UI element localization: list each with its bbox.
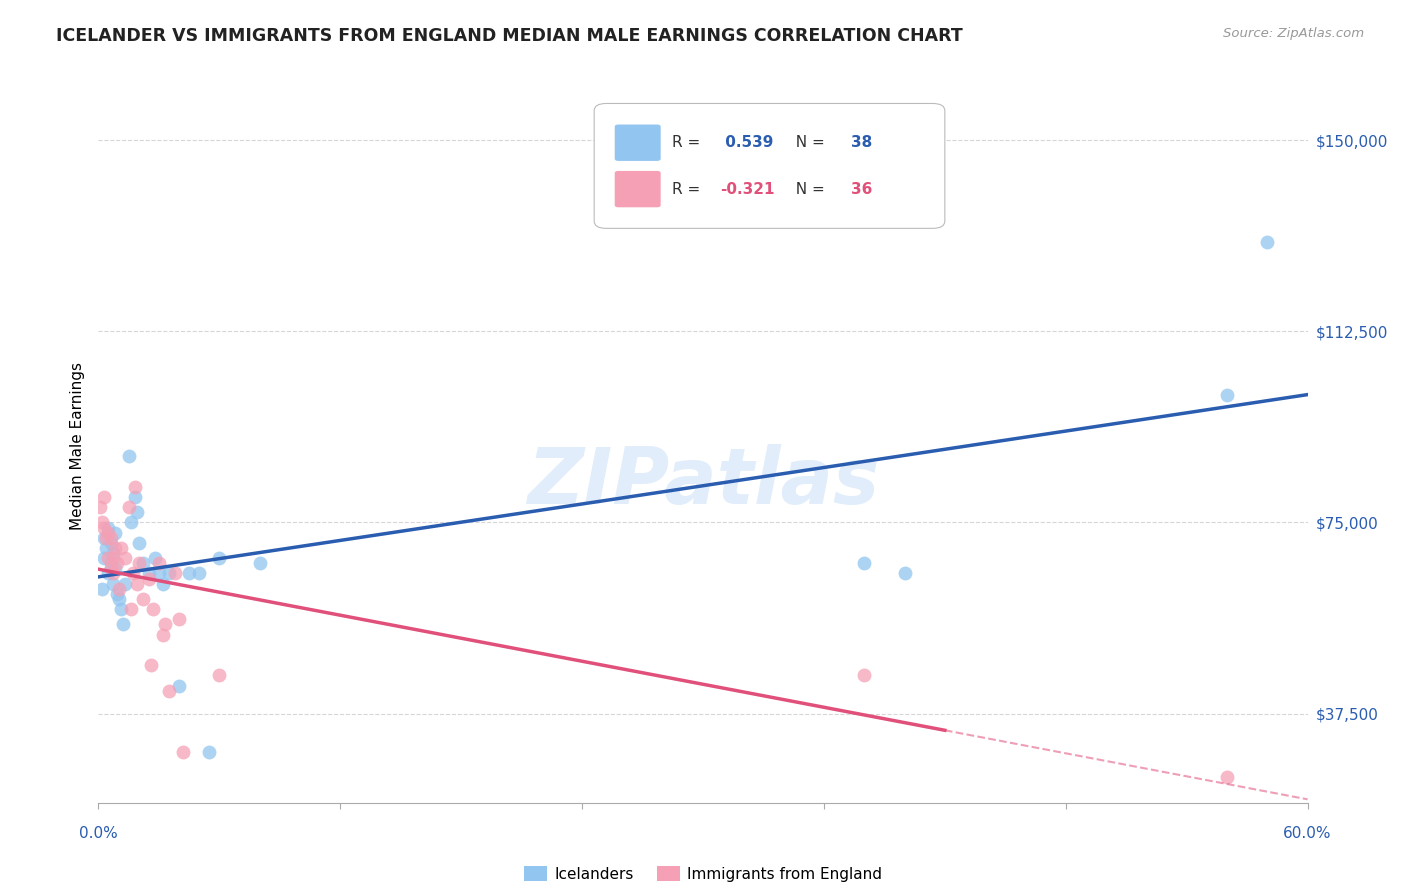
Text: 38: 38 xyxy=(851,136,872,150)
Point xyxy=(148,566,170,581)
Point xyxy=(125,505,148,519)
Point xyxy=(167,612,190,626)
Point xyxy=(198,745,221,759)
Point xyxy=(188,566,211,581)
Point xyxy=(97,525,120,540)
Point xyxy=(97,520,120,534)
Point xyxy=(163,566,186,581)
Point xyxy=(125,576,148,591)
Point xyxy=(157,566,180,581)
Point xyxy=(139,658,162,673)
Point xyxy=(100,561,122,575)
Point xyxy=(89,500,111,515)
Point xyxy=(177,566,201,581)
Text: ZIPatlas: ZIPatlas xyxy=(527,443,879,520)
Point xyxy=(93,551,115,566)
Point xyxy=(114,576,136,591)
Point xyxy=(853,556,876,570)
Point xyxy=(93,531,115,545)
Point xyxy=(157,683,180,698)
Point xyxy=(208,668,231,682)
Point xyxy=(103,541,125,555)
Point xyxy=(107,582,129,596)
Point xyxy=(100,531,122,545)
Point xyxy=(167,679,190,693)
Point xyxy=(120,516,142,530)
Point xyxy=(121,566,143,581)
Legend: Icelanders, Immigrants from England: Icelanders, Immigrants from England xyxy=(517,860,889,888)
Point xyxy=(208,551,231,566)
FancyBboxPatch shape xyxy=(614,171,661,207)
Point xyxy=(101,551,124,566)
Point xyxy=(118,449,141,463)
Point xyxy=(132,556,155,570)
Point xyxy=(93,520,115,534)
Text: R =: R = xyxy=(672,136,704,150)
Point xyxy=(100,536,122,550)
Point xyxy=(153,617,176,632)
Point xyxy=(103,525,125,540)
FancyBboxPatch shape xyxy=(614,125,661,161)
Text: 60.0%: 60.0% xyxy=(1284,827,1331,841)
Point xyxy=(100,556,122,570)
Point xyxy=(93,490,115,504)
Point xyxy=(103,561,125,575)
Text: 36: 36 xyxy=(851,182,872,196)
Point xyxy=(142,602,165,616)
Point xyxy=(249,556,271,570)
Point xyxy=(105,587,128,601)
Point xyxy=(1256,235,1278,249)
Point xyxy=(132,591,155,606)
Y-axis label: Median Male Earnings: Median Male Earnings xyxy=(69,362,84,530)
Point xyxy=(111,617,134,632)
Text: ICELANDER VS IMMIGRANTS FROM ENGLAND MEDIAN MALE EARNINGS CORRELATION CHART: ICELANDER VS IMMIGRANTS FROM ENGLAND MED… xyxy=(56,27,963,45)
Point xyxy=(101,576,124,591)
Text: Source: ZipAtlas.com: Source: ZipAtlas.com xyxy=(1223,27,1364,40)
Text: R =: R = xyxy=(672,182,704,196)
Point xyxy=(118,500,141,515)
Point xyxy=(107,591,129,606)
Text: N =: N = xyxy=(786,136,830,150)
Point xyxy=(124,480,146,494)
Point xyxy=(893,566,915,581)
Point xyxy=(101,546,124,560)
Point xyxy=(97,566,120,581)
Text: -0.321: -0.321 xyxy=(720,182,775,196)
Point xyxy=(105,556,128,570)
Point xyxy=(124,490,146,504)
Point xyxy=(97,551,120,566)
Point xyxy=(110,602,132,616)
Point xyxy=(91,516,114,530)
Point xyxy=(114,551,136,566)
Point xyxy=(138,572,160,586)
Point xyxy=(1216,770,1239,784)
Point xyxy=(101,566,124,581)
FancyBboxPatch shape xyxy=(595,103,945,228)
Point xyxy=(143,551,166,566)
Point xyxy=(152,627,174,641)
Point xyxy=(120,602,142,616)
Text: N =: N = xyxy=(786,182,830,196)
Point xyxy=(138,566,160,581)
Point xyxy=(91,582,114,596)
Text: 0.539: 0.539 xyxy=(720,136,773,150)
Point xyxy=(853,668,876,682)
Point xyxy=(128,536,150,550)
Point xyxy=(128,556,150,570)
Point xyxy=(148,556,170,570)
Text: 0.0%: 0.0% xyxy=(79,827,118,841)
Point xyxy=(110,541,132,555)
Point xyxy=(96,541,118,555)
Point xyxy=(152,576,174,591)
Point xyxy=(1216,388,1239,402)
Point xyxy=(96,531,118,545)
Point xyxy=(172,745,194,759)
